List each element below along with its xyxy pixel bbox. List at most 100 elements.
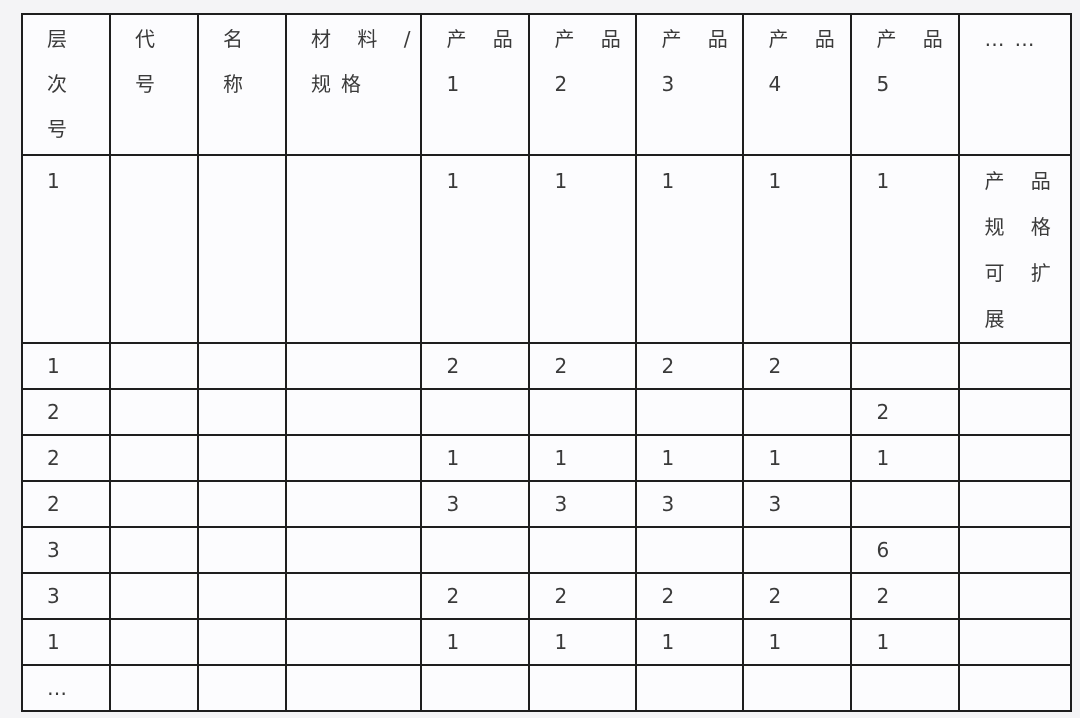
cell-product-1	[420, 664, 531, 712]
cell-level: 1	[21, 618, 111, 666]
cell-name	[197, 572, 287, 620]
cell-name	[197, 388, 287, 436]
cell-product-2: 1	[528, 154, 638, 344]
cell-text-line: 称	[223, 72, 253, 96]
cell-more	[958, 572, 1073, 620]
cell-product-3: 3	[635, 480, 745, 528]
cell-product-5: 1	[850, 618, 961, 666]
cell-product-2	[528, 664, 638, 712]
header-level: 层次号	[21, 13, 111, 156]
cell-product-4: 2	[742, 342, 853, 390]
cell-material-spec	[284, 154, 423, 344]
cell-name	[197, 618, 287, 666]
cell-text-line: 展	[984, 307, 1015, 331]
cell-text-line: 产 品	[661, 27, 738, 51]
cell-product-2	[528, 526, 638, 574]
cell-product-2	[528, 388, 638, 436]
header-code: 代号	[109, 13, 199, 156]
cell-level: 3	[21, 572, 111, 620]
cell-product-2: 2	[528, 572, 638, 620]
cell-product-4: 1	[742, 618, 853, 666]
cell-product-4	[742, 526, 853, 574]
cell-material-spec	[284, 388, 423, 436]
cell-product-3: 1	[635, 434, 745, 482]
cell-text-line: 代	[135, 27, 165, 51]
cell-text-line: 次	[47, 72, 77, 96]
cell-text-line: 材 料 /	[311, 27, 421, 51]
cell-text-line: 产 品	[768, 27, 845, 51]
cell-name	[197, 664, 287, 712]
cell-level: 3	[21, 526, 111, 574]
cell-level: 2	[21, 434, 111, 482]
cell-product-3: 1	[635, 154, 745, 344]
cell-product-2: 1	[528, 618, 638, 666]
cell-product-1	[420, 388, 531, 436]
cell-material-spec	[284, 526, 423, 574]
cell-material-spec	[284, 572, 423, 620]
cell-product-1: 1	[420, 154, 531, 344]
cell-text-line: 1	[446, 72, 470, 96]
header-product-4: 产 品 4	[742, 13, 853, 156]
cell-level: 2	[21, 480, 111, 528]
cell-code	[109, 526, 199, 574]
header-product-3: 产 品 3	[635, 13, 745, 156]
cell-text-line: ……	[984, 27, 1045, 51]
cell-text-line: 可 扩	[984, 261, 1061, 285]
cell-product-2: 2	[528, 342, 638, 390]
cell-product-1	[420, 526, 531, 574]
cell-material-spec	[284, 618, 423, 666]
cell-product-2: 3	[528, 480, 638, 528]
cell-code	[109, 388, 199, 436]
cell-text-line: 号	[135, 72, 165, 96]
cell-code	[109, 572, 199, 620]
cell-product-1: 1	[420, 434, 531, 482]
header-material-spec: 材 料 / 规格	[284, 13, 423, 156]
cell-name	[197, 154, 287, 344]
cell-code	[109, 480, 199, 528]
cell-name	[197, 342, 287, 390]
cell-material-spec	[284, 342, 423, 390]
cell-more	[958, 526, 1073, 574]
cell-product-2: 1	[528, 434, 638, 482]
cell-text-line: 层	[47, 27, 77, 51]
cell-level: 2	[21, 388, 111, 436]
cell-more: 产 品规 格可 扩展	[958, 154, 1073, 344]
cell-product-1: 2	[420, 342, 531, 390]
cell-more	[958, 434, 1073, 482]
cell-product-3: 1	[635, 618, 745, 666]
cell-code	[109, 342, 199, 390]
cell-product-4: 2	[742, 572, 853, 620]
cell-text-line: 号	[47, 117, 77, 141]
cell-text-line: 产 品	[984, 169, 1061, 193]
cell-name	[197, 526, 287, 574]
cell-product-5: 1	[850, 434, 961, 482]
cell-name	[197, 434, 287, 482]
cell-product-1: 2	[420, 572, 531, 620]
cell-text-line: 3	[661, 72, 685, 96]
cell-product-5: 6	[850, 526, 961, 574]
cell-product-4	[742, 388, 853, 436]
cell-product-4: 1	[742, 154, 853, 344]
table-row: …	[21, 664, 1073, 712]
cell-product-3	[635, 526, 745, 574]
cell-code	[109, 154, 199, 344]
header-product-5: 产 品 5	[850, 13, 961, 156]
cell-product-4: 3	[742, 480, 853, 528]
cell-text-line: 4	[768, 72, 792, 96]
cell-code	[109, 664, 199, 712]
cell-material-spec	[284, 480, 423, 528]
cell-product-5: 1	[850, 154, 961, 344]
cell-text-line: 规 格	[984, 215, 1061, 239]
cell-text-line: 产 品	[876, 27, 953, 51]
cell-more	[958, 480, 1073, 528]
cell-product-1: 3	[420, 480, 531, 528]
cell-product-4: 1	[742, 434, 853, 482]
